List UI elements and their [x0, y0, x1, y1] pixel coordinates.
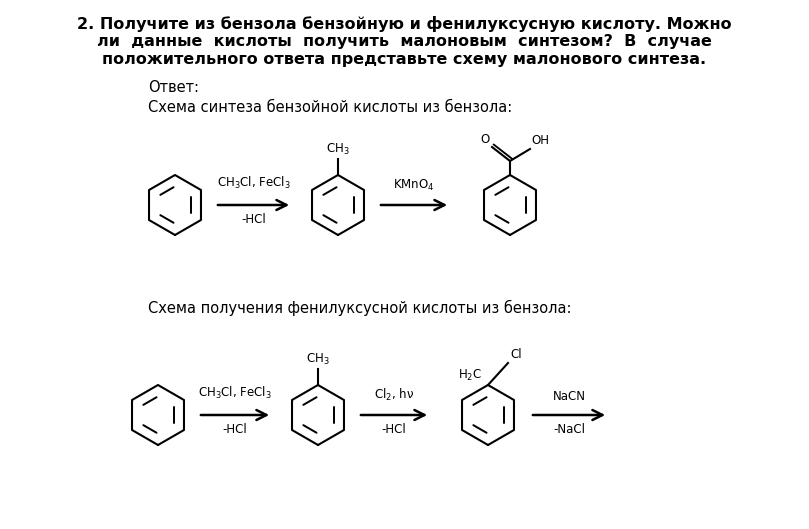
Text: положительного ответа представьте схему малонового синтеза.: положительного ответа представьте схему …: [102, 52, 706, 67]
Text: Ответ:: Ответ:: [148, 80, 199, 95]
Text: Схема получения фенилуксусной кислоты из бензола:: Схема получения фенилуксусной кислоты из…: [148, 300, 571, 316]
Text: OH: OH: [531, 134, 549, 147]
Text: -HCl: -HCl: [382, 423, 406, 436]
Text: Схема синтеза бензойной кислоты из бензола:: Схема синтеза бензойной кислоты из бензо…: [148, 100, 512, 115]
Text: -HCl: -HCl: [222, 423, 248, 436]
Text: CH$_3$: CH$_3$: [326, 142, 349, 157]
Text: Cl: Cl: [510, 348, 522, 361]
Text: CH$_3$: CH$_3$: [306, 352, 330, 367]
Text: NaCN: NaCN: [553, 390, 586, 403]
Text: ли  данные  кислоты  получить  малоновым  синтезом?  В  случае: ли данные кислоты получить малоновым син…: [96, 34, 711, 49]
Text: 2. Получите из бензола бензойную и фенилуксусную кислоту. Можно: 2. Получите из бензола бензойную и фенил…: [77, 16, 731, 32]
Text: -NaCl: -NaCl: [553, 423, 585, 436]
Text: -HCl: -HCl: [241, 213, 266, 226]
Text: Cl$_2$, hν: Cl$_2$, hν: [374, 387, 414, 403]
Text: CH$_3$Cl, FeCl$_3$: CH$_3$Cl, FeCl$_3$: [217, 175, 290, 191]
Text: H$_2$C: H$_2$C: [458, 368, 482, 382]
Text: O: O: [481, 133, 490, 146]
Text: CH$_3$Cl, FeCl$_3$: CH$_3$Cl, FeCl$_3$: [198, 385, 272, 401]
Text: KMnO$_4$: KMnO$_4$: [393, 178, 434, 193]
